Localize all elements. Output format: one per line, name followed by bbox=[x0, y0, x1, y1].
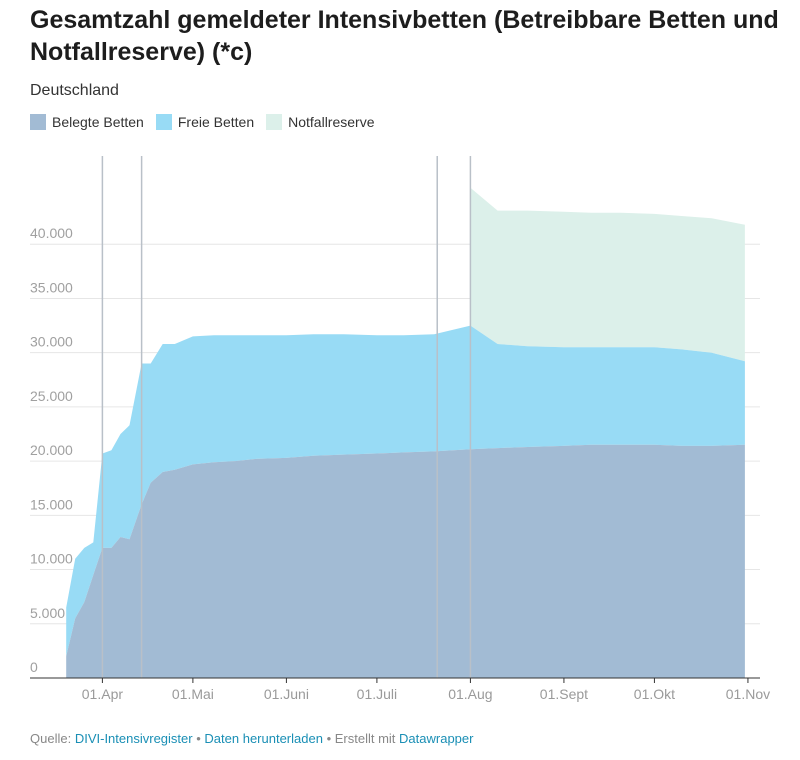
y-tick-label: 35.000 bbox=[30, 279, 73, 295]
legend: Belegte Betten Freie Betten Notfallreser… bbox=[30, 114, 375, 130]
source-prefix: Quelle: bbox=[30, 731, 72, 746]
area-chart: 0 5.000 10.000 15.000 20.000 25.000 30.000 35.0… bbox=[30, 156, 770, 702]
chart-title: Gesamtzahl gemeldeter Intensivbetten (Be… bbox=[30, 6, 779, 66]
download-data-link[interactable]: Daten herunterladen bbox=[204, 731, 323, 746]
source-line: Quelle: DIVI-Intensivregister • Daten he… bbox=[30, 731, 473, 746]
legend-swatch-notfall bbox=[266, 114, 283, 130]
y-tick-label: 30.000 bbox=[30, 334, 73, 350]
legend-swatch-freie bbox=[155, 114, 172, 130]
source-separator-2: • Erstellt mit bbox=[326, 731, 396, 746]
x-tick-label: 01.Sept bbox=[540, 686, 588, 702]
area-belegte-betten bbox=[66, 444, 745, 678]
area-freie-betten bbox=[66, 325, 745, 657]
legend-label-belegte: Belegte Betten bbox=[52, 114, 144, 130]
y-tick-label: 20.000 bbox=[30, 442, 73, 458]
legend-item-belegte: Belegte Betten bbox=[30, 114, 144, 130]
y-tick-label: 5.000 bbox=[30, 605, 65, 621]
datawrapper-link[interactable]: Datawrapper bbox=[399, 731, 474, 746]
x-tick-label: 01.Aug bbox=[448, 686, 492, 702]
legend-item-freie: Freie Betten bbox=[155, 114, 255, 130]
x-tick-label: 01.Mai bbox=[172, 686, 214, 702]
x-tick-label: 01.Apr bbox=[82, 686, 124, 702]
chart-subtitle: Deutschland bbox=[30, 82, 119, 99]
legend-label-freie: Freie Betten bbox=[177, 114, 255, 130]
y-tick-label: 40.000 bbox=[30, 225, 73, 241]
x-tick-label: 01.Juli bbox=[357, 686, 397, 702]
x-tick-label: 01.Nov bbox=[726, 686, 770, 702]
y-tick-label: 0 bbox=[30, 659, 38, 675]
legend-item-notfall: Notfallreserve bbox=[266, 114, 375, 130]
y-tick-label: 25.000 bbox=[30, 388, 73, 404]
legend-swatch-belegte bbox=[30, 114, 46, 130]
legend-label-notfall: Notfallreserve bbox=[288, 114, 375, 130]
area-notfallreserve bbox=[470, 187, 745, 362]
source-separator-1: • bbox=[196, 731, 201, 746]
x-tick-label: 01.Okt bbox=[634, 686, 675, 702]
y-tick-label: 10.000 bbox=[30, 551, 73, 567]
y-tick-label: 15.000 bbox=[30, 496, 73, 512]
source-link-divi[interactable]: DIVI-Intensivregister bbox=[74, 731, 193, 746]
x-tick-label: 01.Juni bbox=[264, 686, 309, 702]
